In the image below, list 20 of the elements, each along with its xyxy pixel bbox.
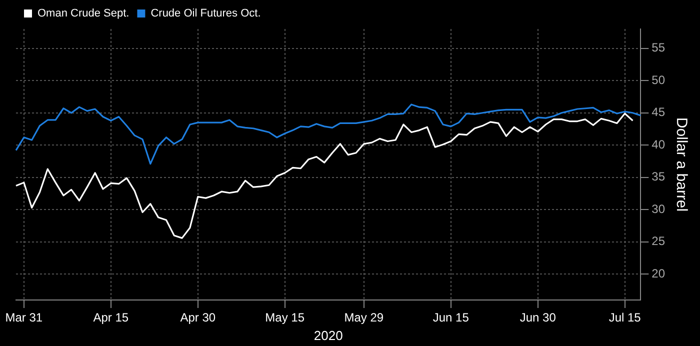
x-axis-title: 2020 — [314, 328, 343, 343]
x-tick-label: Apr 30 — [180, 310, 216, 325]
x-tick-label: Mar 31 — [5, 310, 43, 325]
y-tick-label: 55 — [652, 40, 666, 55]
x-tick-label: Jul 15 — [608, 310, 642, 325]
x-tick-label: Jun 15 — [432, 310, 470, 325]
y-tick-label: 50 — [652, 72, 666, 87]
y-tick-label: 25 — [652, 234, 666, 248]
x-tick-label: May 29 — [344, 310, 384, 325]
x-tick-label: Jun 30 — [520, 310, 556, 325]
y-tick-label: 20 — [652, 266, 666, 281]
y-tick-label: 40 — [652, 137, 666, 152]
y-tick-label: 35 — [652, 170, 666, 184]
y-tick-label: 45 — [652, 105, 666, 120]
x-tick-label: Apr 15 — [93, 310, 129, 325]
y-axis-title: Dollar a barrel — [672, 117, 690, 212]
legend-label: Crude Oil Futures Oct. — [150, 8, 261, 20]
x-tick-label: May 15 — [265, 310, 305, 325]
y-tick-label: 30 — [652, 202, 666, 216]
legend-label: Oman Crude Sept. — [38, 8, 130, 20]
